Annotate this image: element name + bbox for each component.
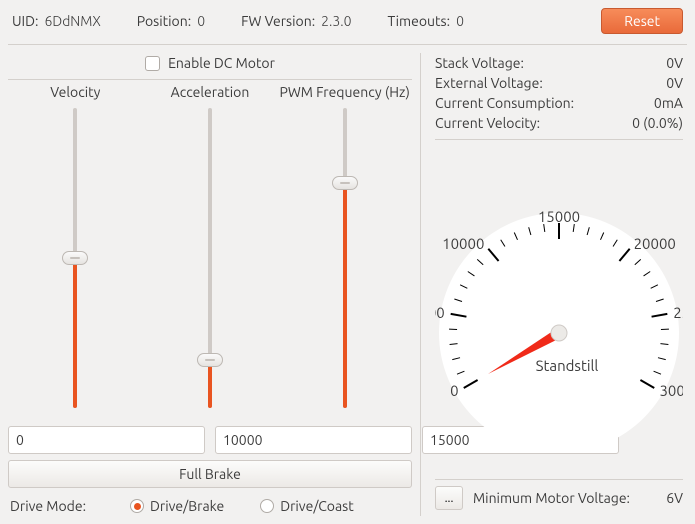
svg-text:15000: 15000 xyxy=(538,208,580,225)
full-brake-button[interactable]: Full Brake xyxy=(8,460,412,488)
enable-motor-checkbox[interactable] xyxy=(145,56,160,71)
velocity-input[interactable] xyxy=(8,426,205,454)
slider-thumb[interactable] xyxy=(197,353,223,367)
min-voltage-settings-button[interactable]: ... xyxy=(435,486,463,510)
drive-brake-radio[interactable]: Drive/Brake xyxy=(130,498,224,514)
svg-text:25000: 25000 xyxy=(673,303,683,320)
svg-text:10000: 10000 xyxy=(442,235,484,252)
drive-coast-radio[interactable]: Drive/Coast xyxy=(260,498,354,514)
stack-voltage-label: Stack Voltage: xyxy=(435,55,524,71)
svg-text:Standstill: Standstill xyxy=(536,357,599,374)
pwm-slider[interactable] xyxy=(343,108,347,408)
svg-text:20000: 20000 xyxy=(634,235,676,252)
radio-on-icon xyxy=(130,499,144,513)
svg-text:0: 0 xyxy=(450,382,458,399)
uid-value: 6DdNMX xyxy=(44,13,100,29)
reset-button[interactable]: Reset xyxy=(601,8,683,34)
current-consumption-label: Current Consumption: xyxy=(435,95,574,111)
acceleration-header: Acceleration xyxy=(143,84,278,100)
radio-label: Drive/Coast xyxy=(280,498,354,514)
position-label: Position: xyxy=(137,13,191,29)
external-voltage-value: 0V xyxy=(666,75,683,91)
enable-motor-label: Enable DC Motor xyxy=(168,55,275,71)
uid-label: UID: xyxy=(12,13,38,29)
current-velocity-label: Current Velocity: xyxy=(435,115,540,131)
current-consumption-value: 0mA xyxy=(654,95,683,111)
slider-thumb[interactable] xyxy=(62,251,88,265)
top-bar: UID: 6DdNMX Position: 0 FW Version: 2.3.… xyxy=(0,0,695,44)
fw-value: 2.3.0 xyxy=(321,13,351,29)
timeouts-label: Timeouts: xyxy=(388,13,451,29)
acceleration-slider[interactable] xyxy=(208,108,212,408)
stack-voltage-value: 0V xyxy=(666,55,683,71)
external-voltage-label: External Voltage: xyxy=(435,75,543,91)
min-voltage-value: 6V xyxy=(666,490,683,506)
svg-text:30000: 30000 xyxy=(659,382,683,399)
min-voltage-label: Minimum Motor Voltage: xyxy=(473,490,630,506)
timeouts-value: 0 xyxy=(456,13,464,29)
slider-thumb[interactable] xyxy=(332,176,358,190)
velocity-gauge: 0 5000 10000 15000 20000 25000 30000 Standstill xyxy=(435,201,683,449)
pwm-header: PWM Frequency (Hz) xyxy=(277,84,412,100)
drive-mode-label: Drive Mode: xyxy=(10,498,86,514)
position-value: 0 xyxy=(197,13,205,29)
current-velocity-value: 0 (0.0%) xyxy=(632,115,683,131)
velocity-header: Velocity xyxy=(8,84,143,100)
svg-text:5000: 5000 xyxy=(435,303,445,320)
acceleration-input[interactable] xyxy=(215,426,412,454)
radio-off-icon xyxy=(260,499,274,513)
velocity-slider[interactable] xyxy=(73,108,77,408)
radio-label: Drive/Brake xyxy=(150,498,224,514)
fw-label: FW Version: xyxy=(241,13,315,29)
